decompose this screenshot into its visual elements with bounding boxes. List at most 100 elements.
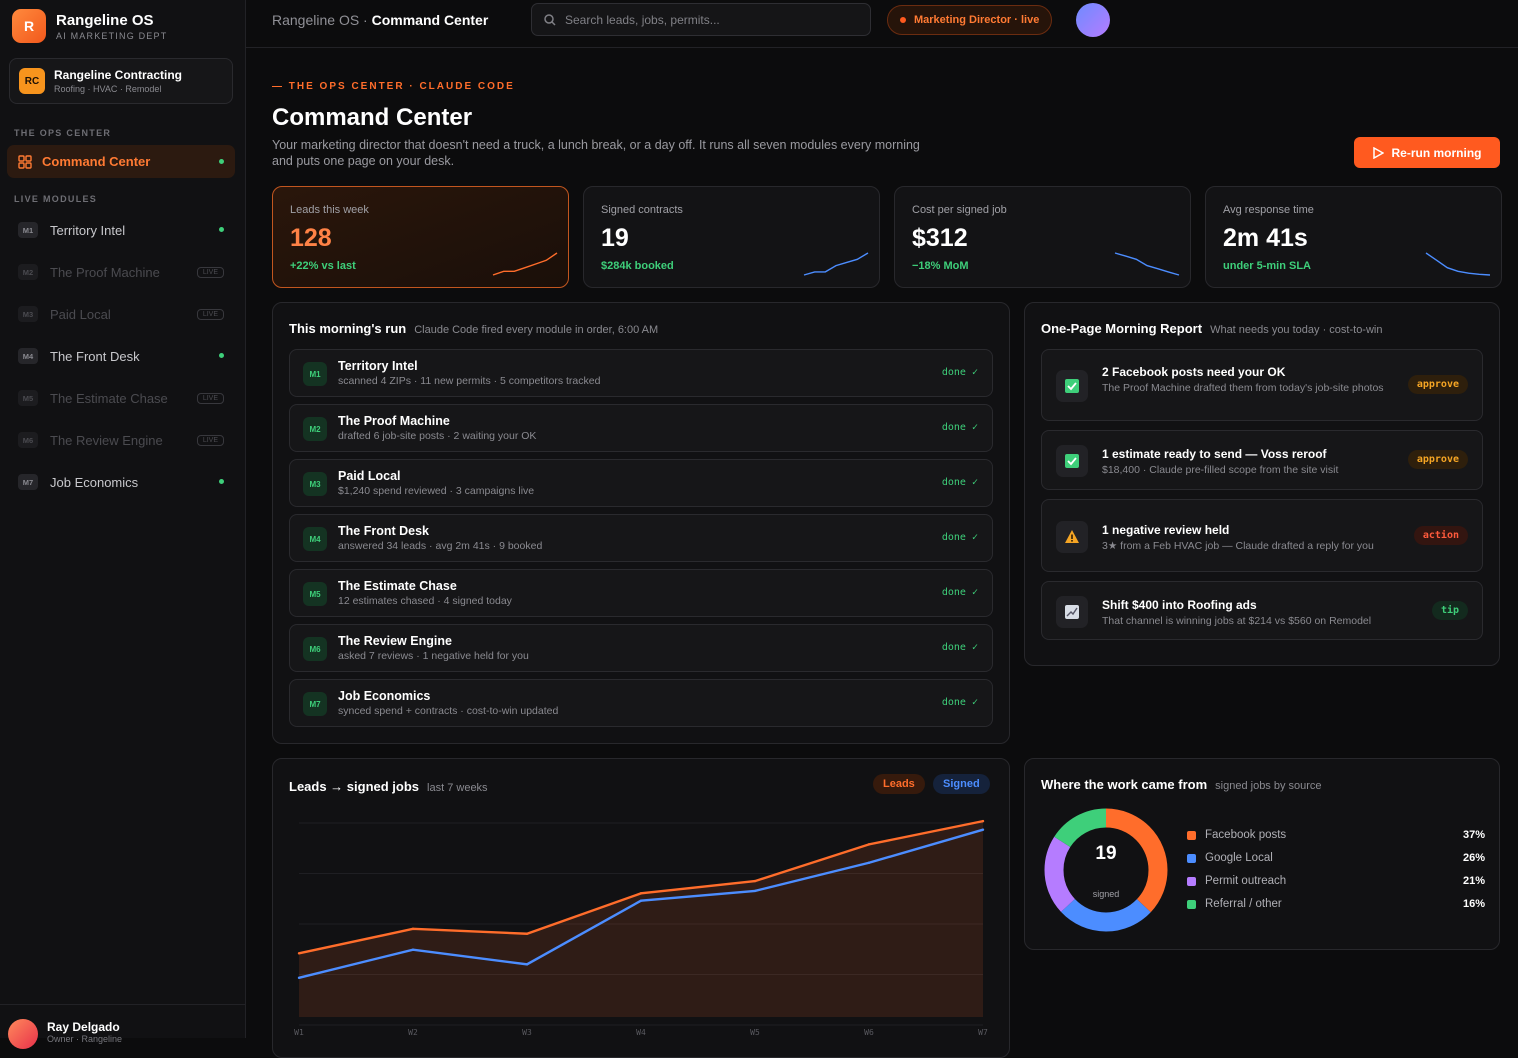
legend-swatch [1187, 853, 1196, 863]
report-item-detail: That channel is winning jobs at $214 vs … [1102, 614, 1372, 627]
kpi-card[interactable]: Leads this week 128 +22% vs last [272, 186, 569, 288]
run-item-detail: $1,240 spend reviewed · 3 campaigns live [338, 485, 535, 497]
module-tag: M4 [18, 348, 38, 364]
sidebar-item-label: Job Economics [50, 474, 139, 490]
sidebar-item-module[interactable]: M3 Paid Local LIVE [18, 302, 228, 326]
run-item[interactable]: M6 The Review Engine asked 7 reviews · 1 n… [289, 624, 993, 672]
legend-item: Permit outreach 21% [1187, 873, 1485, 889]
sparkline [1114, 252, 1180, 276]
run-item[interactable]: M4 The Front Desk answered 34 leads · avg … [289, 514, 993, 562]
report-item[interactable]: Shift $400 into Roofing ads That channel … [1041, 581, 1483, 640]
run-item-status: done ✓ [941, 587, 978, 598]
kpi-label: Signed contracts [601, 204, 683, 216]
data-point [753, 889, 757, 893]
report-pill[interactable]: tip [1431, 600, 1468, 620]
kpi-delta: −18% MoM [912, 260, 969, 272]
sparkline [1425, 252, 1491, 276]
run-item[interactable]: M5 The Estimate Chase 12 estimates chased … [289, 569, 993, 617]
status-badge-label: Marketing Director · live [914, 14, 1040, 26]
search-placeholder: Search leads, jobs, permits... [565, 12, 720, 27]
sidebar-item-label: The Estimate Chase [50, 390, 168, 406]
report-pill[interactable]: approve [1407, 450, 1468, 469]
run-item-detail: 12 estimates chased · 4 signed today [338, 595, 512, 607]
kpi-label: Cost per signed job [912, 204, 1007, 216]
live-dot [900, 17, 906, 23]
line-chart: W1 W2 W3 W4 W5 W6 W7 [294, 819, 988, 1037]
report-item[interactable]: 2 Facebook posts need your OK The Proof M… [1041, 349, 1483, 421]
x-tick-label: W7 [978, 1028, 988, 1037]
kpi-card[interactable]: Cost per signed job $312 −18% MoM [894, 186, 1191, 288]
app-name: Rangeline OS [56, 11, 154, 29]
data-point [525, 963, 529, 966]
run-item[interactable]: M2 The Proof Machine drafted 6 job-site po… [289, 404, 993, 452]
data-point [525, 932, 529, 935]
x-tick-label: W6 [864, 1028, 874, 1037]
kpi-card[interactable]: Avg response time 2m 41s under 5-min SLA [1205, 186, 1502, 288]
sidebar-item-module[interactable]: M1 Territory Intel [18, 218, 228, 242]
sidebar-item-module[interactable]: M2 The Proof Machine LIVE [18, 260, 228, 284]
company-switcher[interactable]: RC Rangeline Contracting Roofing · HVAC … [9, 58, 233, 104]
legend-value: 16% [1462, 898, 1485, 910]
brand[interactable]: R Rangeline OS AI MARKETING DEPT [12, 9, 167, 43]
run-item[interactable]: M1 Territory Intel scanned 4 ZIPs · 11 new… [289, 349, 993, 397]
module-tag: M6 [18, 432, 38, 448]
sparkline-line [1114, 252, 1180, 276]
run-item-status: done ✓ [941, 367, 978, 378]
sidebar-item-module[interactable]: M6 The Review Engine LIVE [18, 428, 228, 452]
legend-leads[interactable]: Leads [873, 774, 925, 794]
leads-area [299, 821, 983, 1017]
report-pill[interactable]: approve [1407, 375, 1468, 394]
sidebar-item-command-center[interactable]: Command Center [7, 145, 235, 178]
module-tag: M7 [18, 474, 38, 490]
sidebar-item-label: Command Center [42, 154, 151, 169]
sidebar-item-module[interactable]: M4 The Front Desk [18, 344, 228, 368]
legend-signed[interactable]: Signed [933, 774, 990, 794]
legend-item: Facebook posts 37% [1187, 827, 1485, 843]
kpi-delta: under 5-min SLA [1223, 260, 1312, 272]
report-item[interactable]: 1 negative review held 3★ from a Feb HVAC… [1041, 499, 1483, 572]
search-icon [544, 13, 556, 26]
user-role: Owner · Rangeline [47, 1034, 123, 1044]
legend-swatch [1187, 830, 1196, 840]
kpi-card[interactable]: Signed contracts 19 $284k booked [583, 186, 880, 288]
warning-icon [1056, 520, 1088, 553]
status-badge[interactable]: Marketing Director · live [887, 5, 1053, 35]
module-badge: M4 [303, 527, 327, 551]
legend-item: Referral / other 16% [1187, 896, 1485, 912]
check-icon [1056, 445, 1088, 477]
run-item[interactable]: M7 Job Economics synced spend + contracts … [289, 679, 993, 727]
sparkline [492, 252, 558, 276]
grid-icon [18, 154, 32, 169]
chart-subtitle: last 7 weeks [427, 782, 488, 794]
report-title: One-Page Morning Report [1041, 321, 1203, 336]
live-tag: LIVE [196, 434, 224, 446]
legend-value: 37% [1462, 829, 1485, 841]
donut-slice [1044, 808, 1168, 932]
run-item-title: The Estimate Chase [338, 579, 457, 593]
run-item-title: The Front Desk [338, 524, 429, 538]
company-sub: Roofing · HVAC · Remodel [54, 84, 162, 94]
run-item-status: done ✓ [941, 477, 978, 488]
run-item-title: The Proof Machine [338, 414, 450, 428]
kpi-label: Leads this week [290, 204, 369, 216]
avatar[interactable] [1076, 3, 1110, 37]
leads-chart-panel: Leads → signed jobs last 7 weeks Leads Si… [272, 758, 1010, 1058]
run-item[interactable]: M3 Paid Local $1,240 spend reviewed · 3 ca… [289, 459, 993, 507]
sparkline [803, 252, 869, 276]
sidebar-item-module[interactable]: M7 Job Economics [18, 470, 228, 494]
report-item[interactable]: 1 estimate ready to send — Voss reroof $1… [1041, 430, 1483, 490]
source-panel: Where the work came from signed jobs by s… [1024, 758, 1500, 950]
user-profile[interactable]: Ray Delgado Owner · Rangeline [0, 1004, 246, 1049]
breadcrumb-current: Command Center [371, 12, 489, 28]
panel-title: This morning's run Claude Code fired ever… [289, 321, 658, 336]
data-point [297, 976, 301, 980]
source-title: Where the work came from [1041, 777, 1208, 792]
search-input[interactable]: Search leads, jobs, permits... [531, 3, 871, 36]
panel-title: One-Page Morning Report What needs you to… [1041, 321, 1382, 336]
run-item-detail: synced spend + contracts · cost-to-win u… [338, 705, 559, 717]
sidebar-item-module[interactable]: M5 The Estimate Chase LIVE [18, 386, 228, 410]
morning-report-panel: One-Page Morning Report What needs you to… [1024, 302, 1500, 666]
report-pill[interactable]: action [1413, 525, 1468, 545]
data-point [297, 952, 301, 955]
rerun-button[interactable]: Re-run morning [1354, 137, 1500, 168]
